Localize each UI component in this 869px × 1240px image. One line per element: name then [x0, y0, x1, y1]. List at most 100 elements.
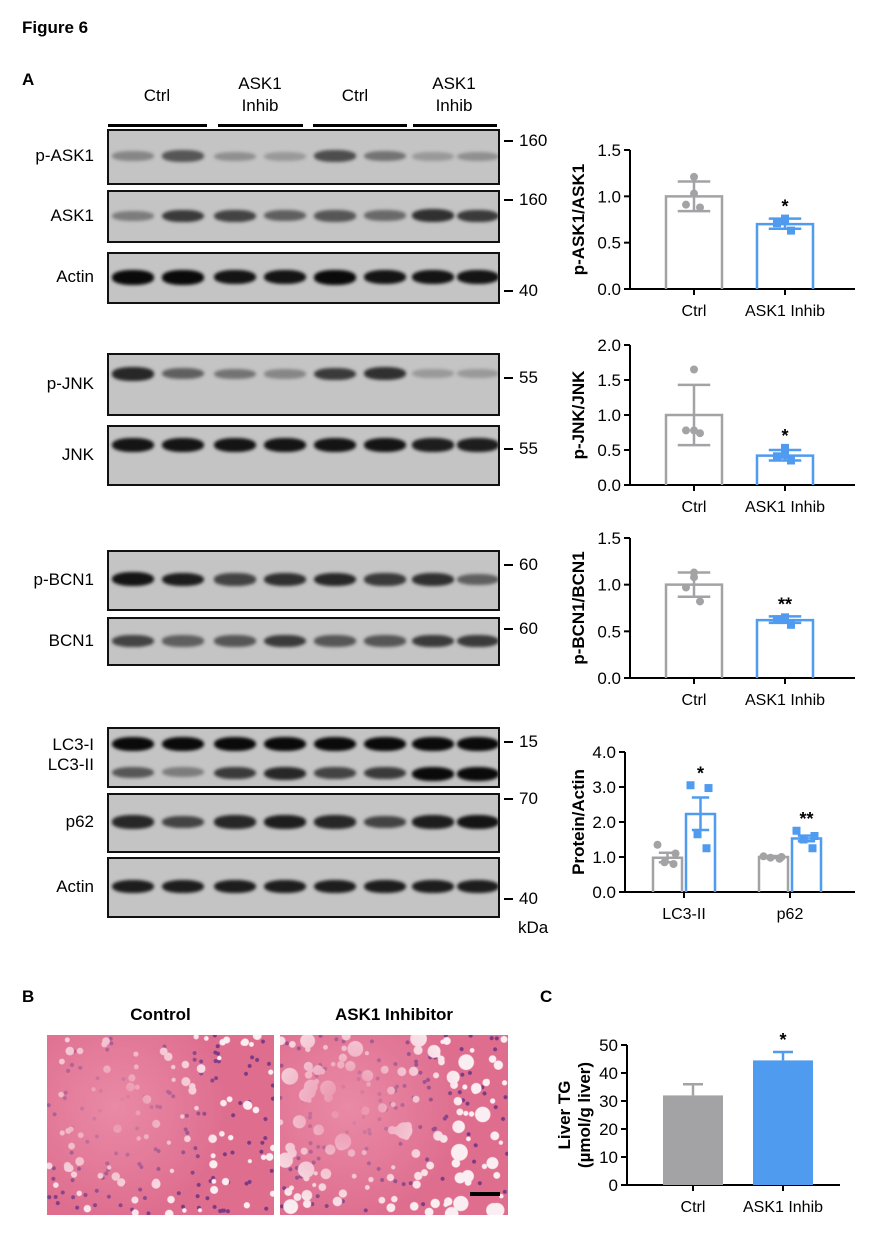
- band: [264, 151, 306, 161]
- band: [364, 438, 406, 453]
- band: [112, 815, 154, 829]
- band: [162, 879, 204, 894]
- bar: [790, 837, 823, 892]
- band: [412, 879, 454, 894]
- mw-tick: [504, 628, 513, 630]
- band-lc3-ii: [214, 766, 256, 780]
- band: [264, 815, 306, 829]
- x-tick-label: ASK1 Inhib: [745, 692, 825, 709]
- band: [112, 367, 154, 381]
- band: [457, 270, 498, 285]
- blot-p62: [107, 793, 500, 853]
- mw-marker: 55: [504, 439, 538, 459]
- lane-header-text: ASK1: [238, 74, 282, 93]
- significance-marker: *: [697, 763, 704, 783]
- data-point: [787, 456, 795, 465]
- chart-liver-tg: 0 10 20 30 40 50 Ctrl ASK1 Inhib Liver TG (µmol/g…: [555, 1030, 840, 1216]
- data-point: [653, 840, 662, 849]
- blot-label: p-ASK1: [35, 146, 94, 165]
- significance-marker: *: [781, 426, 788, 446]
- band: [314, 438, 356, 453]
- mw-marker: 60: [504, 555, 538, 575]
- data-point: [702, 844, 711, 853]
- data-point: [690, 189, 698, 198]
- histology-image-control: [47, 1035, 274, 1215]
- blot-label: p62: [65, 812, 94, 831]
- lane-header-text: ASK1: [432, 74, 476, 93]
- y-tick-label: 1.5: [597, 141, 621, 160]
- mw-marker: 15: [504, 732, 538, 752]
- band: [214, 209, 256, 222]
- panel-label-a: A: [22, 70, 35, 89]
- band: [162, 209, 204, 223]
- y-axis-label: p-ASK1/ASK1: [569, 164, 588, 275]
- band: [112, 270, 154, 285]
- blot-actin: [107, 857, 500, 918]
- band: [364, 573, 406, 586]
- y-tick-label: 1.0: [597, 187, 621, 206]
- blot-actin: [107, 252, 500, 304]
- data-point: [759, 852, 768, 861]
- y-axis-label-units: (µmol/g liver): [575, 1062, 594, 1168]
- blot-label-line: LC3-I: [52, 735, 94, 754]
- y-tick-label: 0.5: [597, 441, 621, 460]
- band: [264, 737, 306, 752]
- lane-header-inhib-2: ASK1 Inhib: [399, 73, 509, 117]
- band: [162, 815, 204, 829]
- lane-header-inhib-1: ASK1 Inhib: [205, 73, 315, 117]
- bar: [663, 1095, 723, 1185]
- data-point: [787, 226, 795, 235]
- band: [314, 150, 356, 163]
- blot-label: p-JNK: [46, 373, 94, 393]
- band: [112, 210, 154, 221]
- blot-jnk: [107, 425, 500, 486]
- mw-value: 60: [519, 555, 538, 574]
- band: [214, 737, 256, 752]
- band: [457, 151, 498, 161]
- band: [314, 270, 356, 285]
- data-point: [690, 426, 698, 435]
- band: [162, 635, 204, 647]
- lane-header-ctrl-1: Ctrl: [143, 86, 171, 105]
- blot-label: ASK1: [50, 205, 94, 225]
- mw-marker: 160: [504, 190, 547, 210]
- band: [314, 815, 356, 829]
- band: [457, 573, 498, 586]
- band: [314, 635, 356, 647]
- x-tick-label: ASK1 Inhib: [743, 1199, 823, 1216]
- mw-value: 160: [519, 190, 548, 209]
- mw-value: 55: [519, 439, 538, 458]
- band: [112, 438, 154, 453]
- data-point: [810, 832, 819, 840]
- band: [112, 879, 154, 894]
- x-tick-label: ASK1 Inhib: [745, 303, 825, 320]
- band: [364, 635, 406, 647]
- data-point: [696, 203, 704, 212]
- y-tick-label: 0.0: [597, 476, 621, 495]
- band: [457, 634, 498, 648]
- band: [412, 369, 454, 379]
- mw-tick: [504, 448, 513, 450]
- mw-tick: [504, 741, 513, 743]
- data-point: [773, 615, 781, 624]
- band: [162, 737, 204, 752]
- data-point: [682, 426, 690, 435]
- data-point: [792, 826, 801, 835]
- blot-label: Actin: [56, 267, 94, 286]
- data-point: [686, 781, 695, 790]
- x-tick-label: ASK1 Inhib: [745, 499, 825, 516]
- mw-marker: 160: [504, 131, 547, 151]
- mw-value: 55: [519, 368, 538, 387]
- data-point: [669, 860, 678, 868]
- band: [162, 438, 204, 453]
- band: [214, 573, 256, 586]
- blot-label: BCN1: [48, 630, 94, 650]
- bar: [757, 855, 790, 892]
- band: [264, 369, 306, 379]
- y-tick-label: 0: [609, 1176, 618, 1195]
- y-tick-label: 0.0: [597, 669, 621, 688]
- band: [214, 270, 256, 285]
- significance-marker: **: [799, 809, 813, 829]
- band-lc3-ii: [162, 766, 204, 778]
